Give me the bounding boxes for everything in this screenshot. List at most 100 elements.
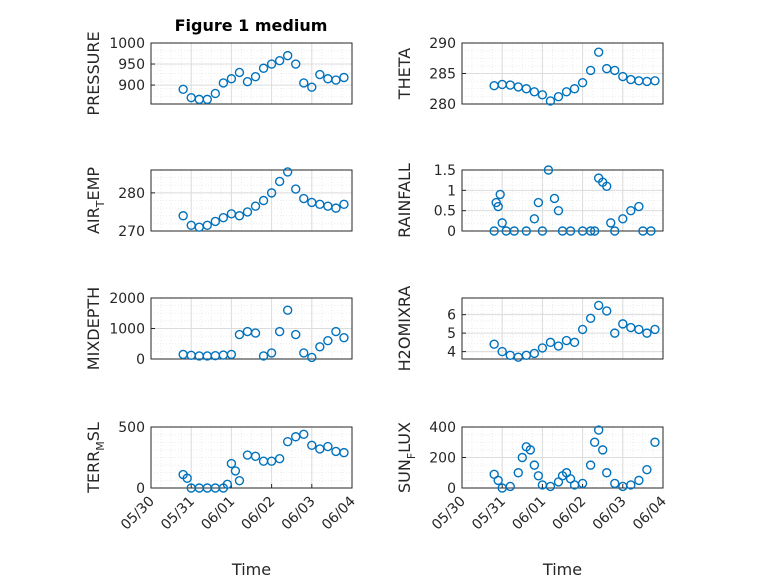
data-point	[250, 201, 261, 211]
x-axis-label: Time	[231, 560, 271, 579]
y-tick-label: 2000	[109, 291, 145, 307]
data-point	[598, 445, 608, 455]
data-point	[234, 329, 245, 340]
data-point	[650, 76, 660, 86]
data-point	[339, 332, 349, 343]
data-point	[282, 305, 293, 315]
data-point	[549, 193, 560, 204]
data-point	[517, 452, 527, 463]
data-point	[202, 220, 212, 230]
data-point	[291, 184, 301, 194]
data-point	[266, 59, 277, 69]
data-point	[258, 63, 269, 73]
data-point	[593, 425, 604, 435]
y-axis-label-part: SUN	[395, 459, 414, 493]
data-point	[577, 77, 588, 88]
data-point	[315, 69, 325, 80]
y-axis-label: H2OMIXRA	[395, 286, 414, 372]
data-point	[291, 432, 301, 442]
data-point	[307, 440, 317, 450]
y-axis-label: MIXDEPTH	[84, 287, 103, 370]
y-axis-label-part: EMP	[84, 167, 103, 201]
y-tick-label: 5	[447, 326, 456, 342]
data-point	[178, 211, 188, 221]
data-point	[202, 94, 212, 105]
data-point	[634, 201, 644, 212]
y-tick-label: 0	[447, 481, 456, 497]
data-point	[626, 480, 636, 490]
data-point	[585, 65, 596, 76]
data-point	[182, 473, 192, 483]
data-point	[315, 342, 325, 352]
data-point	[610, 328, 620, 338]
data-point	[553, 91, 564, 102]
data-point	[331, 203, 341, 213]
data-point	[250, 71, 261, 82]
y-tick-label: 285	[429, 67, 456, 83]
data-point	[533, 197, 544, 208]
y-axis-label: TERRMSL	[84, 422, 107, 494]
data-point	[634, 475, 644, 486]
data-point	[545, 481, 556, 492]
data-point	[242, 77, 253, 87]
data-point	[589, 437, 600, 447]
data-point	[593, 47, 604, 57]
data-point	[274, 176, 285, 187]
data-point	[282, 436, 293, 447]
data-point	[218, 78, 229, 88]
data-point	[650, 324, 660, 335]
data-point	[266, 188, 277, 198]
data-point	[606, 218, 616, 228]
data-point	[323, 441, 333, 452]
y-axis-label-part: TERR	[84, 451, 103, 494]
data-point	[521, 84, 532, 94]
data-point	[222, 479, 233, 490]
y-tick-label: 0.5	[434, 204, 456, 220]
data-point	[250, 328, 261, 338]
data-point	[323, 336, 333, 346]
data-point	[610, 65, 620, 76]
figure-title: Figure 1 medium	[175, 16, 328, 35]
data-point	[618, 71, 628, 82]
y-tick-label: 1000	[109, 36, 145, 52]
data-point	[642, 465, 652, 475]
data-point	[282, 167, 293, 177]
y-axis-label: SUNFLUX	[395, 422, 418, 493]
x-axis-label: Time	[542, 560, 582, 579]
data-point	[610, 478, 620, 489]
data-point	[585, 313, 596, 324]
data-point	[299, 429, 309, 440]
data-point	[602, 181, 612, 191]
data-point	[331, 75, 341, 85]
data-point	[497, 218, 507, 228]
data-point	[533, 471, 544, 481]
data-point	[589, 226, 600, 236]
y-axis-label-subscript: F	[405, 453, 418, 459]
data-point	[545, 337, 556, 348]
data-point	[489, 226, 499, 236]
data-point	[650, 437, 660, 447]
data-point	[553, 341, 564, 351]
data-point	[577, 324, 588, 335]
y-tick-label: 280	[429, 97, 456, 113]
subplot-4: 0 0.5 1 1.5 RAINFALL	[395, 163, 664, 240]
y-tick-label: 0	[447, 224, 456, 240]
y-tick-label: 900	[118, 78, 145, 94]
data-point	[315, 444, 325, 454]
data-point	[543, 165, 554, 175]
data-point	[299, 78, 309, 88]
subplot-3: 270 280 AIRTEMP	[84, 167, 353, 240]
data-point	[529, 348, 540, 359]
data-point	[258, 195, 269, 206]
data-point	[299, 348, 309, 358]
data-point	[178, 84, 188, 94]
data-point	[529, 460, 540, 470]
y-tick-label: 950	[118, 57, 145, 73]
data-point	[291, 59, 301, 69]
data-point	[282, 50, 293, 61]
data-point	[210, 88, 221, 99]
y-tick-label: 270	[118, 224, 145, 240]
data-point	[642, 328, 652, 338]
y-axis-label-subscript: M	[94, 441, 107, 451]
axes-box	[150, 169, 353, 232]
